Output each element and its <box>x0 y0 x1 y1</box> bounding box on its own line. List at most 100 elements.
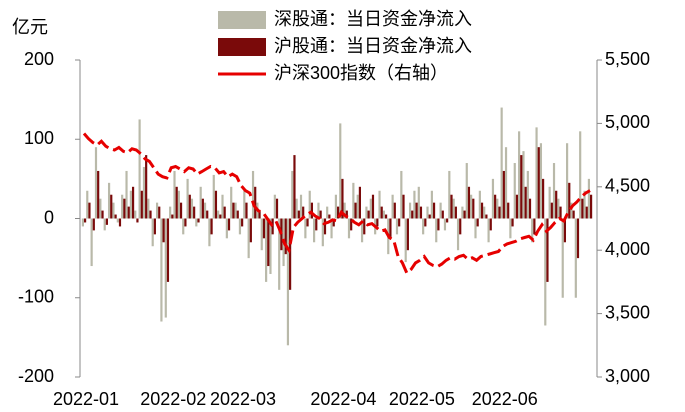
bar <box>247 218 250 259</box>
bar <box>217 210 220 219</box>
bar <box>286 218 290 346</box>
y2-tick-label: 3,500 <box>605 302 650 322</box>
bar <box>546 218 549 282</box>
bar <box>332 218 335 227</box>
bar <box>384 214 388 219</box>
bar <box>487 218 490 243</box>
bar <box>201 198 204 219</box>
bar <box>236 210 239 219</box>
bar <box>424 218 427 227</box>
bar <box>317 202 320 219</box>
bar <box>227 218 231 231</box>
bar <box>389 218 392 239</box>
bar <box>494 194 497 219</box>
y2-tick-label: 4,500 <box>605 176 650 196</box>
bar <box>358 186 361 219</box>
bar <box>278 218 281 290</box>
bar <box>413 190 416 219</box>
bar <box>561 218 564 298</box>
bar <box>347 218 351 239</box>
x-tick-label: 2022-05 <box>389 389 455 409</box>
bar <box>526 170 529 219</box>
bar <box>511 218 514 227</box>
bar <box>470 194 473 219</box>
bar <box>182 218 185 235</box>
bar <box>225 218 228 239</box>
bar <box>81 218 84 227</box>
bar <box>219 214 222 219</box>
bar <box>308 190 311 219</box>
bar <box>507 202 510 219</box>
bar <box>153 218 156 235</box>
bar <box>171 214 174 219</box>
bar <box>590 194 593 219</box>
bar <box>166 218 170 282</box>
bar <box>223 206 226 219</box>
bar <box>454 206 457 219</box>
bar <box>299 194 303 219</box>
bar <box>125 170 128 219</box>
bar <box>485 214 488 219</box>
bar <box>411 210 414 219</box>
bar <box>356 194 359 219</box>
bar <box>280 218 283 251</box>
bar <box>323 218 327 235</box>
bar <box>107 182 111 219</box>
bar <box>123 198 126 219</box>
bar <box>249 218 252 243</box>
bar <box>417 186 420 219</box>
bar <box>206 210 209 219</box>
bar <box>101 210 104 219</box>
bar <box>212 174 215 219</box>
bar <box>265 218 268 282</box>
bar <box>131 186 135 219</box>
y-tick-label: 100 <box>24 128 54 148</box>
bar <box>539 143 543 219</box>
bar <box>129 190 132 219</box>
bar <box>230 186 233 219</box>
bar <box>472 198 475 219</box>
bar <box>352 182 355 219</box>
x-tick-label: 2022-01 <box>53 389 119 409</box>
bar <box>295 198 298 219</box>
bar <box>415 202 418 219</box>
bar <box>452 198 455 219</box>
bar <box>103 218 106 231</box>
bar <box>380 206 383 219</box>
bar <box>426 206 429 219</box>
bar <box>398 218 401 227</box>
bar <box>138 119 141 219</box>
bar <box>572 210 575 219</box>
legend-label: 深股通：当日资金净流入 <box>274 9 472 29</box>
bar <box>408 202 412 219</box>
legend-swatch <box>218 38 266 56</box>
bar <box>297 210 300 219</box>
bar <box>110 194 113 219</box>
bar <box>269 218 272 274</box>
bar <box>258 210 261 219</box>
bar <box>127 206 130 219</box>
bar <box>378 190 381 219</box>
bar <box>531 218 534 243</box>
bar <box>241 218 244 227</box>
bar <box>535 127 538 219</box>
legend-label: 沪深300指数（右轴） <box>274 63 448 83</box>
bar <box>585 206 588 219</box>
bar <box>334 194 337 219</box>
bar <box>105 218 108 225</box>
bar <box>151 218 154 247</box>
bar <box>94 147 98 219</box>
bar <box>164 218 167 318</box>
bar <box>149 210 152 219</box>
bar <box>221 194 224 219</box>
bar <box>365 206 368 219</box>
bar <box>145 155 148 219</box>
bar <box>441 210 444 219</box>
bar <box>169 206 172 219</box>
bar <box>393 202 396 219</box>
bar <box>489 218 492 231</box>
x-tick-label: 2022-06 <box>472 389 538 409</box>
bar <box>147 198 150 219</box>
bar <box>522 151 525 219</box>
x-tick-label: 2022-04 <box>310 389 376 409</box>
